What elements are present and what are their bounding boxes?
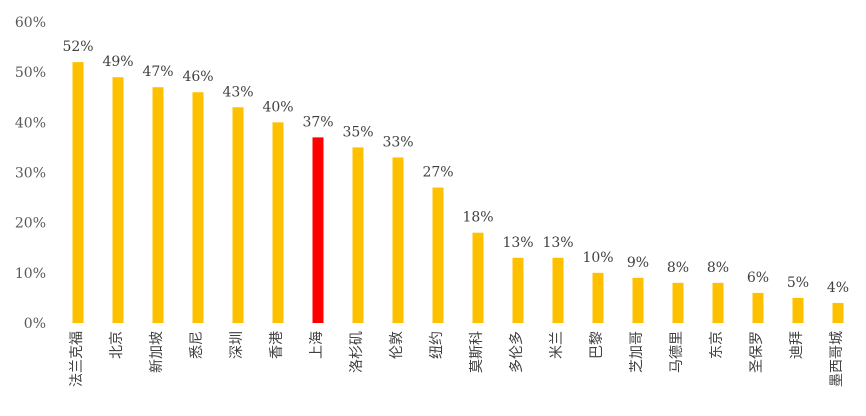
category-label: 墨西哥城 xyxy=(829,331,845,387)
bar xyxy=(472,232,484,323)
bar xyxy=(392,157,404,323)
data-label: 5% xyxy=(787,275,809,291)
y-tick-label: 0% xyxy=(24,316,46,332)
data-label: 18% xyxy=(462,210,493,226)
bar xyxy=(592,272,604,323)
bar xyxy=(432,187,444,323)
data-label: 10% xyxy=(582,250,613,266)
data-label: 4% xyxy=(827,280,849,296)
category-label: 法兰克福 xyxy=(69,331,85,387)
bar xyxy=(272,122,284,323)
category-label: 上海 xyxy=(309,331,325,359)
category-label: 莫斯科 xyxy=(469,331,485,373)
bar xyxy=(712,282,724,323)
bar xyxy=(672,282,684,323)
category-label: 迪拜 xyxy=(789,331,805,359)
data-label: 47% xyxy=(142,64,173,80)
y-tick-label: 40% xyxy=(15,115,46,131)
data-labels-group: 52% 49% 47% 46% 43% 40% 37% 35% 33% 27% 18% 13% 13% 1… xyxy=(62,39,849,296)
bar xyxy=(72,62,84,324)
bar xyxy=(792,297,804,323)
x-axis-labels: 法兰克福 北京 新加坡 悉尼 深圳 香港 上海 洛杉矶 伦敦 纽约 莫斯科 多伦多 米兰 巴黎 芝加哥 马德里… xyxy=(69,331,845,387)
data-label: 52% xyxy=(62,39,93,55)
bar xyxy=(152,87,164,323)
bar xyxy=(552,257,564,323)
y-tick-label: 30% xyxy=(15,166,46,182)
data-label: 6% xyxy=(747,270,769,286)
bar xyxy=(192,92,204,323)
data-label: 8% xyxy=(707,260,729,276)
data-label: 43% xyxy=(222,84,253,100)
bar xyxy=(312,137,324,323)
y-tick-label: 60% xyxy=(15,15,46,31)
data-label: 8% xyxy=(667,260,689,276)
category-label: 马德里 xyxy=(669,331,685,373)
data-label: 9% xyxy=(627,255,649,271)
category-label: 东京 xyxy=(709,331,725,359)
data-label: 33% xyxy=(382,134,413,150)
data-label: 35% xyxy=(342,124,373,140)
bars-group xyxy=(72,62,844,324)
data-label: 37% xyxy=(302,114,333,130)
category-label: 多伦多 xyxy=(508,331,525,373)
y-axis-ticks: 0% 10% 20% 30% 40% 50% 60% xyxy=(15,15,46,332)
bar xyxy=(512,257,524,323)
category-label: 深圳 xyxy=(229,331,245,359)
bar xyxy=(832,302,844,323)
category-label: 伦敦 xyxy=(389,331,405,359)
data-label: 46% xyxy=(182,69,213,85)
bar xyxy=(112,77,124,323)
data-label: 40% xyxy=(262,99,293,115)
bar xyxy=(352,147,364,323)
category-label: 新加坡 xyxy=(149,331,165,373)
category-label: 洛杉矶 xyxy=(349,331,365,373)
category-label: 米兰 xyxy=(549,331,565,359)
bar xyxy=(632,277,644,323)
data-label: 13% xyxy=(502,235,533,251)
category-label: 北京 xyxy=(109,331,125,359)
category-label: 纽约 xyxy=(429,331,445,359)
data-label: 49% xyxy=(102,54,133,70)
category-label: 芝加哥 xyxy=(629,331,645,373)
category-label: 香港 xyxy=(269,331,285,359)
category-label: 圣保罗 xyxy=(749,331,765,373)
data-label: 27% xyxy=(422,165,453,181)
y-tick-label: 10% xyxy=(15,266,46,282)
bar xyxy=(752,292,764,323)
bar xyxy=(232,107,244,324)
data-label: 13% xyxy=(542,235,573,251)
category-label: 巴黎 xyxy=(589,331,605,359)
y-tick-label: 20% xyxy=(15,216,46,232)
y-tick-label: 50% xyxy=(15,65,46,81)
category-label: 悉尼 xyxy=(189,331,205,359)
